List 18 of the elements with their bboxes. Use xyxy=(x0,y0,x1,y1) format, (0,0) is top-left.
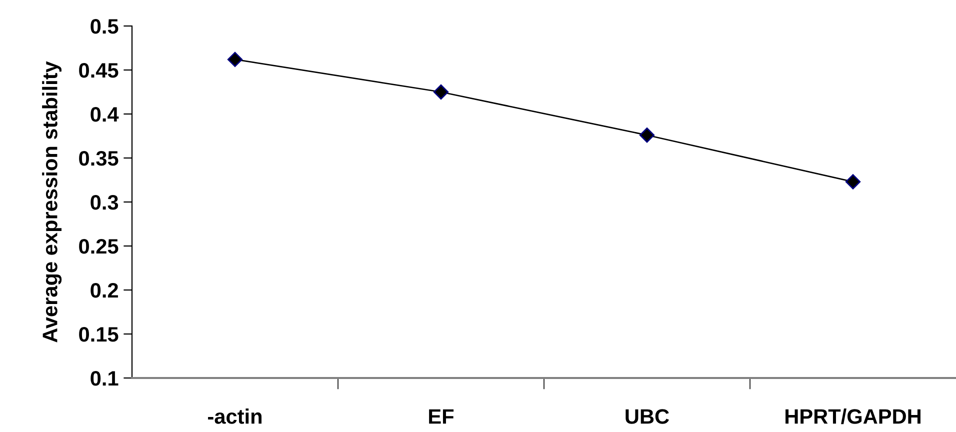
y-tick-label: 0.45 xyxy=(79,63,118,78)
y-tick-label: 0.4 xyxy=(90,107,119,122)
y-tick-label: 0.5 xyxy=(90,19,118,34)
y-tick-label: 0.25 xyxy=(79,239,118,254)
x-tick-label: HPRT/GAPDH xyxy=(786,408,920,424)
y-tick-label: 0.15 xyxy=(79,327,118,342)
y-axis-title: Average expression stability xyxy=(42,61,62,342)
y-tick-label: 0.1 xyxy=(90,371,118,386)
y-tick-label: 0.3 xyxy=(90,195,118,210)
x-tick-label: -actin xyxy=(208,408,262,424)
point xyxy=(639,128,655,143)
y-tick-label: 0.35 xyxy=(79,151,118,166)
point xyxy=(433,84,449,100)
x-tick-label: EF xyxy=(429,409,454,424)
x-tick-label: UBC xyxy=(626,409,669,424)
y-tick-label: 0.2 xyxy=(90,283,118,298)
point xyxy=(845,174,861,190)
point xyxy=(227,52,243,68)
